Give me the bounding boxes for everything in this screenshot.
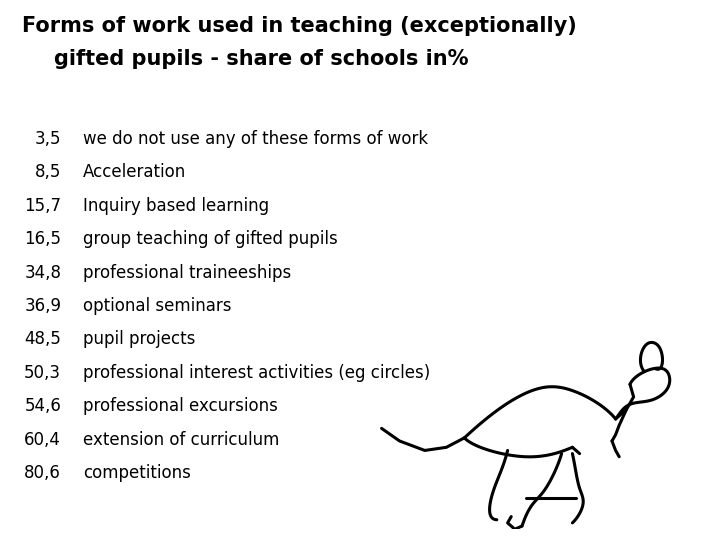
Text: 50,3: 50,3 bbox=[24, 364, 61, 382]
Text: 15,7: 15,7 bbox=[24, 197, 61, 214]
Text: 48,5: 48,5 bbox=[24, 330, 61, 348]
Text: competitions: competitions bbox=[83, 464, 191, 482]
Text: gifted pupils - share of schools in%: gifted pupils - share of schools in% bbox=[54, 49, 469, 69]
Text: Forms of work used in teaching (exceptionally): Forms of work used in teaching (exceptio… bbox=[22, 16, 576, 36]
Text: 54,6: 54,6 bbox=[24, 397, 61, 415]
Text: Acceleration: Acceleration bbox=[83, 163, 186, 181]
Text: professional interest activities (eg circles): professional interest activities (eg cir… bbox=[83, 364, 430, 382]
Text: professional traineeships: professional traineeships bbox=[83, 264, 291, 281]
Text: 8,5: 8,5 bbox=[35, 163, 61, 181]
Text: group teaching of gifted pupils: group teaching of gifted pupils bbox=[83, 230, 338, 248]
Text: 60,4: 60,4 bbox=[24, 431, 61, 449]
Text: 16,5: 16,5 bbox=[24, 230, 61, 248]
Text: 80,6: 80,6 bbox=[24, 464, 61, 482]
Text: 34,8: 34,8 bbox=[24, 264, 61, 281]
Text: extension of curriculum: extension of curriculum bbox=[83, 431, 279, 449]
Text: pupil projects: pupil projects bbox=[83, 330, 195, 348]
Text: Inquiry based learning: Inquiry based learning bbox=[83, 197, 269, 214]
Text: we do not use any of these forms of work: we do not use any of these forms of work bbox=[83, 130, 428, 147]
Text: optional seminars: optional seminars bbox=[83, 297, 231, 315]
Text: 36,9: 36,9 bbox=[24, 297, 61, 315]
Text: professional excursions: professional excursions bbox=[83, 397, 278, 415]
Text: 3,5: 3,5 bbox=[35, 130, 61, 147]
